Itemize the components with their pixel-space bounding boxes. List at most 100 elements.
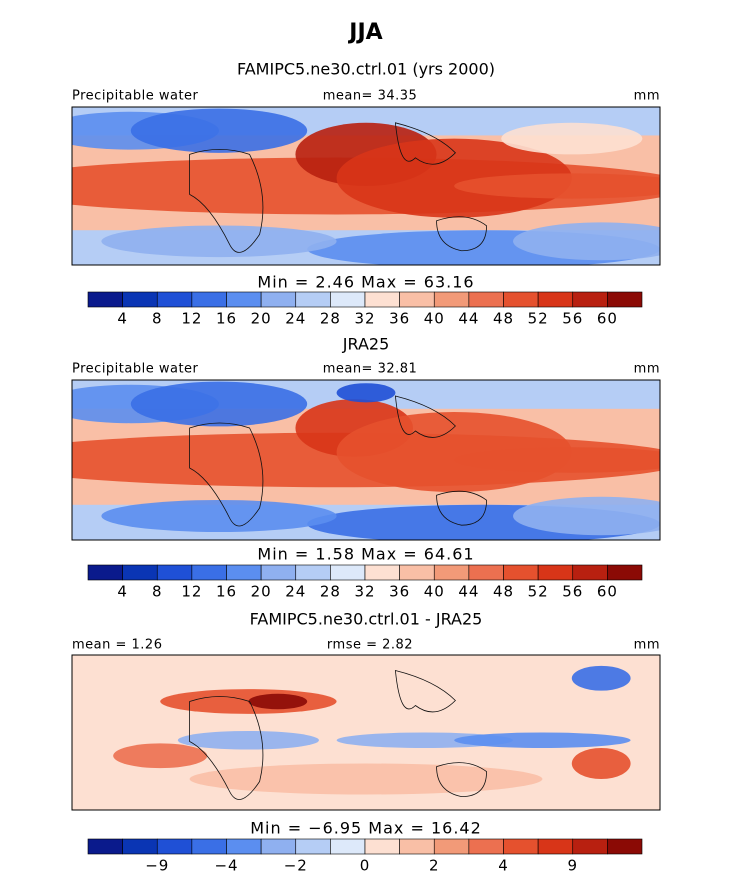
map-region (571, 665, 631, 691)
colorbar-label: −2 (284, 857, 308, 875)
colorbar-cell (295, 838, 331, 855)
figure-title: JJA (347, 20, 382, 45)
coastline (189, 395, 487, 527)
colorbar-cell (330, 291, 366, 308)
min-max-label: Min = 1.58 Max = 64.61 (257, 545, 474, 564)
map-region (454, 732, 631, 748)
map-region (513, 222, 660, 261)
map-region (336, 383, 396, 403)
colorbar-label: 9 (567, 857, 578, 875)
colorbar-cell (607, 291, 643, 308)
map (72, 380, 660, 540)
colorbar-cell (156, 564, 193, 581)
map (72, 655, 660, 810)
colorbar-label: 60 (597, 310, 618, 328)
colorbar-cell (87, 564, 123, 581)
panel-left-label: Precipitable water (72, 89, 199, 104)
colorbar-label: 16 (216, 310, 237, 328)
panel-unit: mm (634, 362, 660, 377)
colorbar-label: −4 (214, 857, 238, 875)
colorbar-cell (122, 838, 158, 855)
map-region (130, 381, 308, 427)
colorbar-cell (226, 291, 262, 308)
colorbar-cell (191, 291, 227, 308)
map-region (454, 447, 660, 473)
colorbar-cell (226, 838, 262, 855)
colorbar-label: 56 (562, 583, 583, 601)
panel-title: JRA25 (342, 335, 390, 354)
panel-center-label: mean= 34.35 (323, 89, 418, 104)
map-region (513, 496, 660, 536)
panel-left-label: Precipitable water (72, 362, 199, 377)
map-region (248, 693, 308, 710)
colorbar-cell (260, 564, 297, 581)
colorbar-label: 40 (424, 583, 445, 601)
colorbar-cell (87, 291, 123, 308)
colorbar-cell (191, 564, 227, 581)
colorbar-label: 20 (251, 310, 272, 328)
colorbar-cell (537, 564, 574, 581)
colorbar-cell (122, 564, 158, 581)
colorbar-cell (364, 564, 400, 581)
colorbar-cell (399, 838, 435, 855)
map-region (336, 138, 572, 218)
colorbar-cell (433, 838, 470, 855)
colorbar-cell (260, 291, 297, 308)
colorbar-label: 40 (424, 310, 445, 328)
colorbar-label: 16 (216, 583, 237, 601)
colorbar-cell (572, 291, 608, 308)
colorbar-label: 44 (458, 310, 479, 328)
colorbar-cell (330, 564, 366, 581)
colorbar-label: 36 (389, 583, 410, 601)
colorbar-label: 32 (354, 583, 375, 601)
colorbar-label: 4 (117, 310, 128, 328)
panel-center-label: mean= 32.81 (323, 362, 418, 377)
map (72, 107, 660, 265)
map-region (101, 500, 337, 532)
map-region (454, 173, 660, 199)
colorbar-cell (191, 838, 227, 855)
map-frame (71, 654, 661, 811)
map-region (130, 108, 308, 153)
colorbar-label: 4 (498, 857, 509, 875)
map-region (571, 748, 631, 779)
colorbar-cell (330, 838, 366, 855)
min-max-label: Min = −6.95 Max = 16.42 (250, 819, 482, 838)
colorbar-cell (572, 564, 608, 581)
map-frame (71, 379, 661, 541)
colorbar-cell (122, 291, 158, 308)
colorbar-label: 48 (493, 583, 514, 601)
map-region (501, 122, 643, 155)
map-region (189, 763, 543, 795)
map-region (101, 225, 337, 258)
colorbar-cell (295, 564, 331, 581)
colorbar-label: 20 (251, 583, 272, 601)
colorbar-cell (226, 564, 262, 581)
panel-unit: mm (634, 89, 660, 104)
colorbar-cell (503, 564, 539, 581)
colorbar-label: −9 (145, 857, 169, 875)
colorbar-label: 28 (320, 310, 341, 328)
colorbar-cell (399, 291, 435, 308)
colorbar-label: 32 (354, 310, 375, 328)
colorbar-label: 52 (528, 310, 549, 328)
map-region (113, 743, 208, 769)
coastline (189, 669, 487, 800)
colorbar-cell (156, 291, 193, 308)
colorbar-cell (399, 564, 435, 581)
colorbar-label: 24 (285, 310, 306, 328)
colorbar-cell (295, 291, 331, 308)
colorbar-label: 8 (152, 583, 163, 601)
colorbar-label: 60 (597, 583, 618, 601)
colorbar-cell (468, 838, 504, 855)
panel-title: FAMIPC5.ne30.ctrl.01 - JRA25 (250, 610, 483, 629)
colorbar-cell (433, 291, 470, 308)
colorbar-cell (364, 838, 400, 855)
colorbar-cell (260, 838, 297, 855)
colorbar-cell (364, 291, 400, 308)
colorbar-cell (537, 291, 574, 308)
colorbar-label: 12 (181, 583, 202, 601)
map-region (177, 730, 319, 750)
min-max-label: Min = 2.46 Max = 63.16 (257, 273, 474, 292)
